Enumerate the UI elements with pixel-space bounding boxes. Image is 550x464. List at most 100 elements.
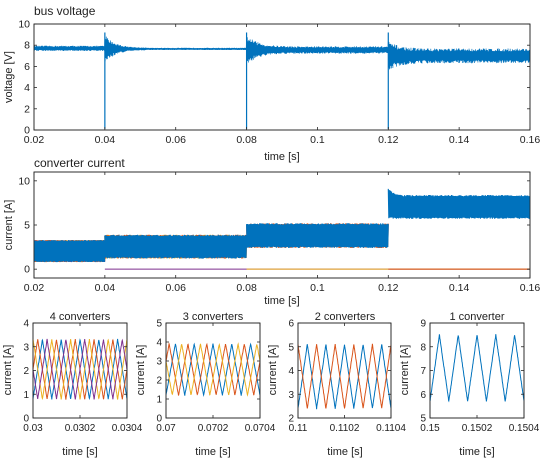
- chart-converter-current: converter current time [s] current [A] 0…: [3, 156, 540, 307]
- x-tick-label: 0.08: [236, 282, 257, 294]
- chart-title: 1 converter: [449, 311, 504, 323]
- y-tick-label: 4: [23, 319, 29, 330]
- series-line: [33, 338, 127, 401]
- y-tick-label: 5: [24, 220, 30, 232]
- chart-two-converters: 2 converters time [s] current [A] 0.11 0.…: [267, 311, 406, 458]
- y-tick-label: 5: [420, 414, 426, 425]
- y-tick-label: 3: [288, 390, 294, 401]
- series-band: [104, 234, 248, 259]
- x-tick-label: 0.1504: [509, 423, 540, 434]
- y-tick-label: 8: [24, 40, 30, 52]
- series-line: [166, 342, 260, 397]
- y-tick-label: 0: [156, 414, 162, 425]
- y-tick-label: 3: [23, 342, 29, 353]
- series-group: [34, 32, 530, 129]
- series-band: [246, 223, 389, 248]
- y-tick-label: 6: [420, 390, 426, 401]
- series-line: [298, 343, 391, 410]
- x-tick-label: 0.14: [449, 282, 470, 294]
- y-axis-label: current [A]: [399, 345, 411, 396]
- y-tick-label: 6: [24, 61, 30, 73]
- y-tick-label: 10: [18, 19, 30, 31]
- axis-box: [33, 23, 531, 131]
- x-axis-label: time [s]: [264, 151, 299, 163]
- y-tick-label: 1: [156, 395, 162, 406]
- x-tick-label: 0.1102: [330, 423, 360, 434]
- series-band: [34, 240, 106, 263]
- x-tick-label: 0.11: [289, 423, 308, 434]
- y-tick-label: 6: [288, 319, 294, 330]
- x-tick-label: 0.16: [520, 134, 541, 146]
- y-tick-label: 3: [156, 357, 162, 368]
- series-group: [298, 343, 391, 410]
- y-tick-label: 0: [24, 264, 30, 276]
- y-tick-label: 5: [288, 342, 294, 353]
- x-tick-label: 0.02: [24, 282, 45, 294]
- chart-title: 2 converters: [315, 311, 376, 323]
- x-tick-label: 0.15: [420, 423, 440, 434]
- y-tick-label: 4: [288, 366, 294, 377]
- x-tick-label: 0.04: [95, 134, 116, 146]
- y-tick-label: 9: [420, 319, 426, 330]
- series-group: [33, 338, 127, 401]
- x-tick-label: 0.07: [156, 423, 176, 434]
- x-axis-label: time [s]: [264, 295, 299, 307]
- y-axis-label: current [A]: [135, 345, 147, 396]
- series-line: [33, 338, 127, 400]
- y-axis-label: current [A]: [267, 345, 279, 396]
- x-tick-label: 0.02: [24, 134, 45, 146]
- chart-title: converter current: [34, 156, 125, 170]
- plot-area: [297, 322, 392, 419]
- x-tick-label: 0.04: [95, 282, 116, 294]
- x-tick-label: 0.06: [165, 282, 186, 294]
- series-line: [298, 344, 391, 410]
- x-axis-label: time [s]: [459, 446, 494, 458]
- x-tick-label: 0.06: [165, 134, 186, 146]
- x-axis-label: time [s]: [195, 446, 230, 458]
- x-tick-label: 0.0302: [65, 423, 96, 434]
- chart-three-converters: 3 converters time [s] current [A] 0.07 0.…: [135, 311, 276, 458]
- series-group: [166, 342, 260, 398]
- x-tick-label: 0.14: [449, 134, 470, 146]
- x-tick-label: 0.0704: [245, 423, 276, 434]
- chart-title: 3 converters: [183, 311, 244, 323]
- y-tick-label: 2: [23, 366, 29, 377]
- y-tick-label: 0: [24, 125, 30, 137]
- y-tick-label: 2: [288, 414, 294, 425]
- chart-bus-voltage: bus voltage time [s] voltage [V] 0.02 0.0…: [3, 4, 540, 163]
- y-tick-label: 4: [156, 338, 162, 349]
- y-tick-label: 4: [24, 82, 30, 94]
- series-group: [34, 188, 530, 270]
- y-axis-label: voltage [V]: [3, 51, 15, 103]
- series-group: [430, 334, 524, 403]
- x-tick-label: 0.16: [520, 282, 541, 294]
- x-tick-label: 0.12: [378, 282, 399, 294]
- y-tick-label: 7: [420, 366, 426, 377]
- series-line: [34, 36, 530, 70]
- y-tick-label: 2: [156, 376, 162, 387]
- x-tick-label: 0.0304: [112, 423, 143, 434]
- plot-area: [33, 23, 531, 131]
- x-tick-label: 0.1104: [376, 423, 406, 434]
- series-line: [430, 334, 524, 403]
- y-axis-label: current [A]: [2, 345, 14, 396]
- chart-one-converter: 1 converter time [s] current [A] 0.15 0.1…: [399, 311, 540, 458]
- x-axis-label: time [s]: [327, 446, 362, 458]
- y-tick-label: 0: [23, 414, 29, 425]
- y-tick-label: 8: [420, 342, 426, 353]
- chart-title: 4 converters: [50, 311, 111, 323]
- series-band: [387, 188, 530, 219]
- plot-area: [429, 322, 525, 419]
- plot-area: [165, 322, 261, 419]
- x-tick-label: 0.1: [310, 134, 325, 146]
- series-line: [33, 338, 127, 401]
- x-tick-label: 0.0702: [198, 423, 229, 434]
- y-tick-label: 1: [23, 390, 29, 401]
- y-tick-label: 10: [18, 175, 30, 187]
- y-axis-label: current [A]: [3, 200, 15, 251]
- x-tick-label: 0.03: [23, 423, 43, 434]
- x-tick-label: 0.1: [310, 282, 325, 294]
- x-tick-label: 0.12: [378, 134, 399, 146]
- y-tick-label: 5: [156, 319, 162, 330]
